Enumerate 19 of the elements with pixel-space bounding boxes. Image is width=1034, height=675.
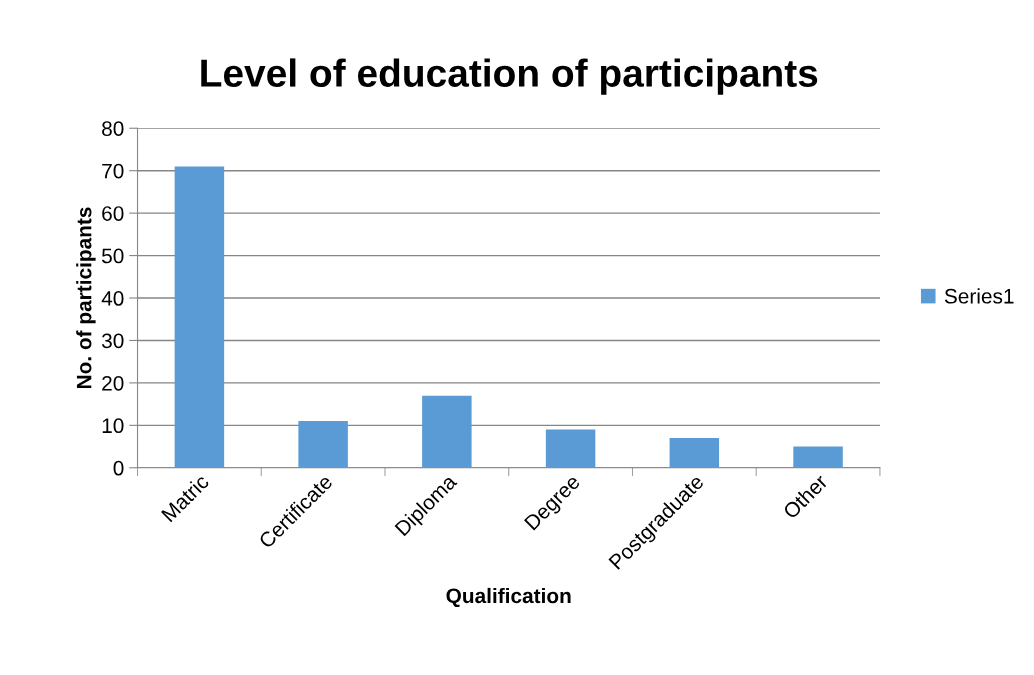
y-tick-label: 20 (102, 375, 124, 391)
bar (422, 395, 472, 468)
x-axis-title: Qualification (446, 587, 571, 608)
y-tick-label: 40 (101, 291, 124, 306)
y-axis-title: No. of participants (76, 207, 96, 389)
y-tick-label: 60 (102, 206, 124, 221)
bar (669, 438, 720, 468)
y-tick-label: 80 (102, 121, 124, 136)
y-tick-label: 50 (101, 248, 124, 264)
bar (793, 446, 843, 468)
y-tick-label: 10 (102, 418, 124, 434)
y-tick-label: 0 (113, 460, 124, 476)
bar (545, 429, 596, 468)
chart-title: Level of education of participants (201, 58, 818, 95)
y-tick-label: 30 (101, 333, 124, 349)
legend-label: Series1 (944, 288, 1014, 304)
y-tick-label: 70 (102, 163, 124, 179)
bar (298, 421, 348, 468)
bar (174, 166, 225, 468)
